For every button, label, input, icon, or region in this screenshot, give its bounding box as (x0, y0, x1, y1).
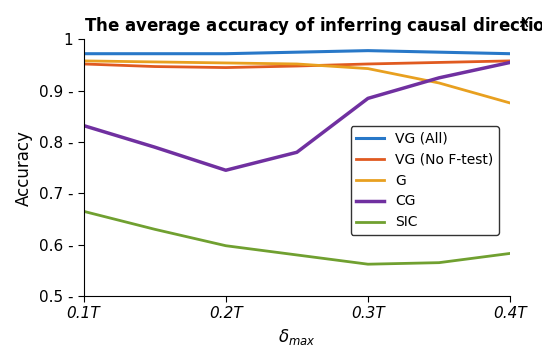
CG (223, 168, 229, 172)
VG (All) (507, 51, 513, 56)
Y-axis label: Accuracy: Accuracy (15, 130, 33, 206)
G (223, 61, 229, 65)
Line: VG (No F-test): VG (No F-test) (83, 61, 510, 68)
VG (All) (436, 50, 442, 54)
G (151, 60, 158, 64)
X-axis label: $\delta_{max}$: $\delta_{max}$ (278, 327, 315, 347)
CG (436, 76, 442, 80)
Line: SIC: SIC (83, 211, 510, 264)
G (80, 59, 87, 63)
Line: VG (All): VG (All) (83, 51, 510, 54)
VG (No F-test) (151, 64, 158, 69)
VG (All) (223, 51, 229, 56)
G (507, 101, 513, 105)
Text: $x$: $x$ (519, 13, 531, 31)
G (365, 66, 371, 71)
VG (No F-test) (507, 59, 513, 63)
SIC (151, 227, 158, 231)
G (436, 81, 442, 85)
VG (No F-test) (80, 62, 87, 66)
CG (507, 60, 513, 64)
Line: G: G (83, 61, 510, 103)
VG (All) (365, 49, 371, 53)
Text: The average accuracy of inferring causal direction vs. $\delta_{ma}$: The average accuracy of inferring causal… (83, 15, 542, 37)
VG (No F-test) (436, 60, 442, 64)
VG (All) (294, 50, 300, 54)
G (294, 62, 300, 66)
SIC (507, 251, 513, 256)
CG (365, 96, 371, 101)
Line: CG: CG (83, 62, 510, 170)
VG (No F-test) (294, 64, 300, 68)
SIC (436, 261, 442, 265)
VG (No F-test) (365, 62, 371, 66)
SIC (80, 209, 87, 214)
SIC (294, 253, 300, 257)
VG (No F-test) (223, 66, 229, 70)
CG (294, 150, 300, 155)
CG (151, 145, 158, 149)
SIC (223, 244, 229, 248)
CG (80, 123, 87, 128)
Legend: VG (All), VG (No F-test), G, CG, SIC: VG (All), VG (No F-test), G, CG, SIC (351, 126, 499, 235)
VG (All) (80, 51, 87, 56)
VG (All) (151, 51, 158, 56)
SIC (365, 262, 371, 266)
